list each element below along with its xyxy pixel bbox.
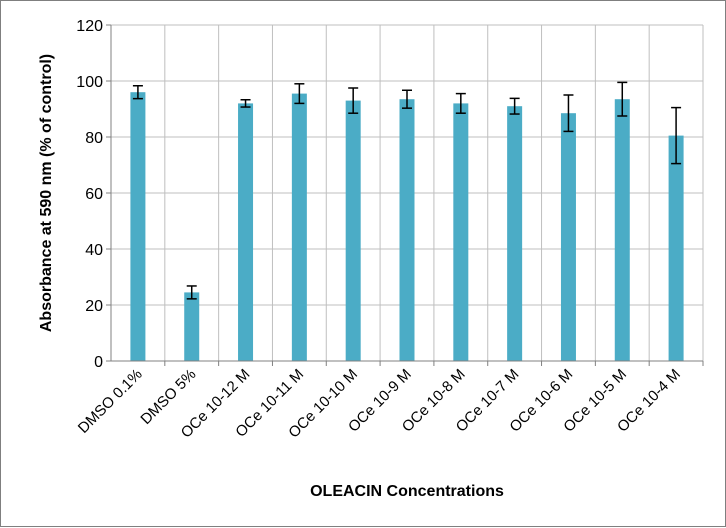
bar <box>345 100 361 361</box>
bar <box>399 99 415 361</box>
y-tick-label: 40 <box>85 242 103 259</box>
bars <box>130 92 684 362</box>
y-tick-label: 20 <box>85 298 103 315</box>
x-tick-label: DMSO 0.1% <box>75 366 146 437</box>
bar <box>668 135 684 361</box>
bar <box>453 103 469 362</box>
axes <box>106 24 704 366</box>
y-axis-label: Absorbance at 590 nm (% of control) <box>38 54 55 332</box>
error-bars <box>132 81 682 300</box>
bar <box>184 292 200 361</box>
y-tick-label: 80 <box>85 130 103 147</box>
bar <box>560 113 576 361</box>
y-axis-ticks: 0 20 40 60 80 100 120 <box>76 18 103 371</box>
bar <box>507 106 523 361</box>
bar <box>291 93 307 361</box>
y-tick-label: 0 <box>94 354 103 371</box>
y-tick-label: 120 <box>76 18 103 35</box>
bar <box>614 99 630 361</box>
x-axis-label: OLEACIN Concentrations <box>310 483 504 500</box>
bar <box>130 92 146 361</box>
bar <box>238 103 254 362</box>
y-tick-label: 60 <box>85 186 103 203</box>
y-tick-label: 100 <box>76 74 103 91</box>
